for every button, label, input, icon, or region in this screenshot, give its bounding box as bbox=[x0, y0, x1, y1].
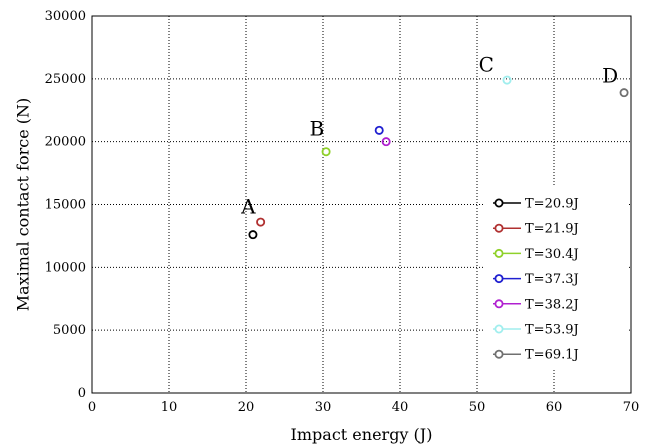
x-tick-label: 60 bbox=[546, 400, 563, 415]
legend-label: T=20.9J bbox=[525, 197, 579, 212]
legend-label: T=69.1J bbox=[525, 348, 579, 363]
x-tick-label: 50 bbox=[469, 400, 486, 415]
legend-label: T=38.2J bbox=[525, 297, 579, 312]
y-axis: 0 5000 10000 15000 20000 25000 30000 bbox=[45, 9, 86, 401]
point-annotations: A B C D bbox=[240, 52, 618, 218]
legend-marker bbox=[494, 349, 504, 359]
legend-marker bbox=[494, 274, 504, 284]
plot-frame bbox=[91, 15, 632, 394]
x-tick-label: 20 bbox=[238, 400, 255, 415]
y-tick-label: 20000 bbox=[45, 135, 86, 150]
legend-item: T=69.1J bbox=[493, 348, 579, 363]
point-annotation: C bbox=[479, 52, 494, 76]
legend-label: T=53.9J bbox=[525, 323, 579, 338]
data-point bbox=[321, 147, 331, 157]
y-tick-label: 0 bbox=[78, 386, 86, 401]
x-tick-label: 40 bbox=[392, 400, 409, 415]
legend-item: T=53.9J bbox=[493, 323, 579, 338]
data-point bbox=[256, 217, 266, 227]
data-points bbox=[248, 75, 629, 240]
legend-marker bbox=[494, 248, 504, 258]
y-tick-label: 10000 bbox=[45, 260, 86, 275]
data-point bbox=[381, 137, 391, 147]
x-tick-label: 70 bbox=[623, 400, 640, 415]
y-tick-label: 15000 bbox=[45, 198, 86, 213]
x-tick-label: 30 bbox=[315, 400, 332, 415]
point-annotation: D bbox=[602, 64, 618, 88]
legend-marker bbox=[494, 223, 504, 233]
x-axis: 0 10 20 30 40 50 60 70 bbox=[88, 400, 639, 415]
legend-item: T=38.2J bbox=[493, 297, 579, 312]
legend: T=20.9J T=21.9J T=30.4J T=37.3J T=38.2J T=53.… bbox=[485, 187, 627, 370]
y-tick-label: 30000 bbox=[45, 9, 86, 24]
point-annotation: A bbox=[240, 194, 256, 218]
legend-label: T=30.4J bbox=[525, 247, 579, 262]
y-tick-label: 25000 bbox=[45, 72, 86, 87]
point-annotation: B bbox=[309, 116, 324, 140]
x-axis-label: Impact energy (J) bbox=[291, 425, 433, 444]
data-point bbox=[619, 88, 629, 98]
legend-marker bbox=[494, 198, 504, 208]
legend-item: T=20.9J bbox=[493, 197, 579, 212]
x-tick-label: 10 bbox=[161, 400, 178, 415]
data-point bbox=[374, 125, 384, 135]
legend-item: T=37.3J bbox=[493, 272, 579, 287]
legend-item: T=30.4J bbox=[493, 247, 579, 262]
legend-marker bbox=[494, 299, 504, 309]
legend-item: T=21.9J bbox=[493, 222, 579, 237]
y-tick-label: 5000 bbox=[53, 323, 86, 338]
data-point bbox=[502, 75, 512, 85]
legend-label: T=37.3J bbox=[525, 272, 579, 287]
y-axis-label: Maximal contact force (N) bbox=[14, 98, 33, 312]
legend-label: T=21.9J bbox=[525, 222, 579, 237]
data-point bbox=[248, 230, 258, 240]
legend-marker bbox=[494, 324, 504, 334]
x-tick-label: 0 bbox=[88, 400, 96, 415]
